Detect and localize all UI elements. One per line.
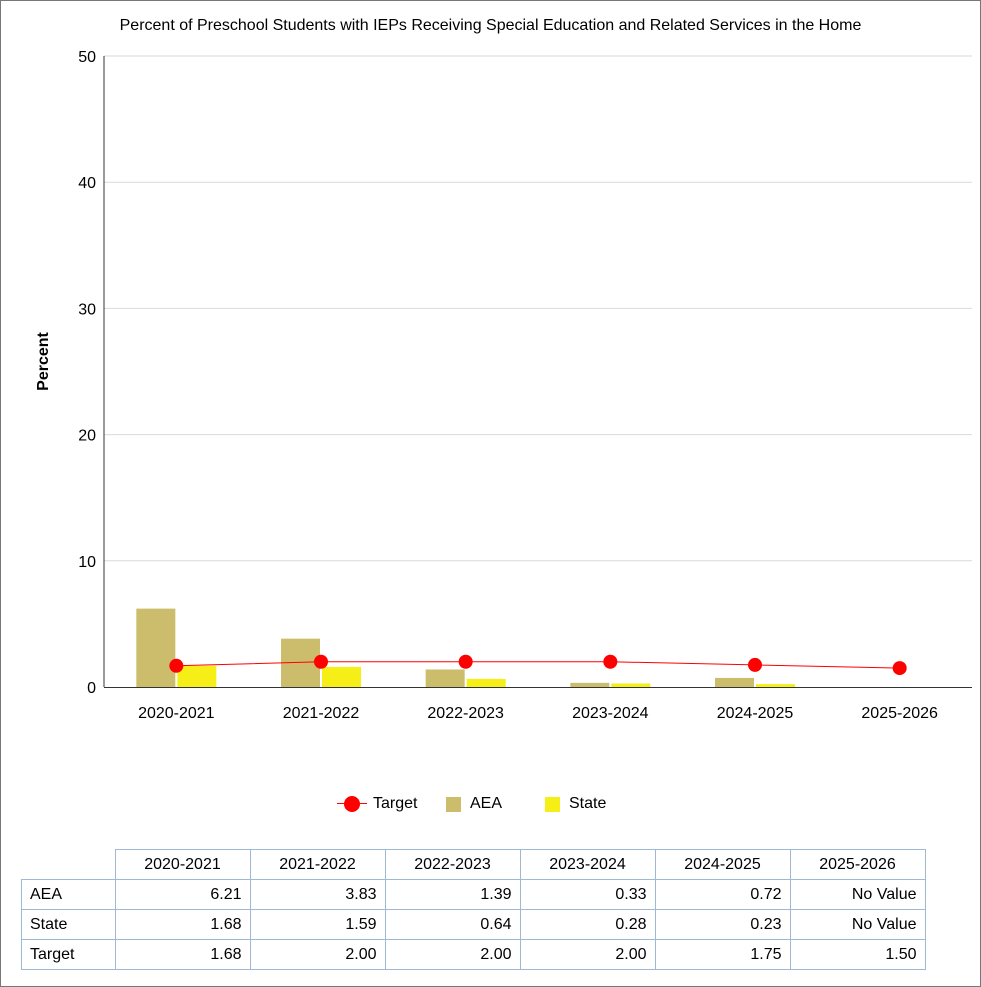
bar-aea bbox=[715, 677, 754, 687]
legend-item-aea: AEA bbox=[446, 793, 502, 815]
x-tick-label: 2023-2024 bbox=[572, 705, 649, 722]
table-cell: 2.00 bbox=[384, 939, 521, 970]
table-cell: 0.64 bbox=[384, 909, 521, 940]
x-tick-label: 2020-2021 bbox=[138, 705, 215, 722]
table-cell: 0.72 bbox=[654, 879, 791, 910]
bar-state bbox=[177, 665, 217, 687]
bar-aea bbox=[136, 608, 176, 687]
y-tick-label: 10 bbox=[78, 554, 96, 571]
table-row-target: Target 1.68 2.00 2.00 2.00 1.75 1.50 bbox=[21, 939, 926, 970]
table-cell: 1.39 bbox=[384, 879, 521, 910]
legend-aea-swatch-icon bbox=[446, 796, 461, 812]
chart-plot: 0 10 20 30 40 50 Percent 2020-2021 2021-2022 2022… bbox=[35, 49, 972, 722]
table-cell: 1.50 bbox=[789, 939, 926, 970]
target-point bbox=[603, 654, 618, 669]
target-point bbox=[314, 654, 328, 669]
table-cell: 2.00 bbox=[519, 939, 656, 970]
bar-state bbox=[611, 683, 651, 687]
bar-aea bbox=[570, 682, 610, 687]
table-cell: 0.33 bbox=[519, 879, 656, 910]
table-header-cell: 2025-2026 bbox=[789, 849, 926, 880]
target-line bbox=[176, 661, 900, 669]
chart-legend: Target AEA State bbox=[0, 793, 981, 815]
table-cell: 1.68 bbox=[114, 939, 251, 970]
table-cell: 1.68 bbox=[114, 909, 251, 940]
table-row-label: AEA bbox=[21, 879, 116, 910]
chart-title: Percent of Preschool Students with IEPs … bbox=[119, 17, 862, 34]
table-cell: No Value bbox=[789, 879, 926, 910]
x-tick-label: 2022-2023 bbox=[427, 705, 504, 722]
x-tick-label: 2025-2026 bbox=[861, 705, 938, 722]
bar-state bbox=[466, 678, 506, 687]
data-table: 2020-2021 2021-2022 2022-2023 2023-2024 … bbox=[21, 849, 926, 970]
table-cell: 1.59 bbox=[249, 909, 386, 940]
table-cell: 1.75 bbox=[654, 939, 791, 970]
legend-label-target: Target bbox=[373, 795, 418, 812]
table-row-aea: AEA 6.21 3.83 1.39 0.33 0.72 No Value bbox=[21, 879, 926, 910]
table-cell: 0.28 bbox=[519, 909, 656, 940]
x-tick-label: 2021-2022 bbox=[283, 705, 360, 722]
y-tick-label: 0 bbox=[87, 680, 96, 697]
table-header-cell: 2020-2021 bbox=[114, 849, 251, 880]
table-corner-cell bbox=[21, 849, 116, 880]
table-cell: 2.00 bbox=[249, 939, 386, 970]
table-cell: 0.23 bbox=[654, 909, 791, 940]
table-header-cell: 2024-2025 bbox=[654, 849, 791, 880]
legend-target-line-icon bbox=[337, 793, 367, 815]
table-cell: 3.83 bbox=[249, 879, 386, 910]
table-cell: No Value bbox=[789, 909, 926, 940]
bar-aea bbox=[425, 669, 465, 687]
table-header-cell: 2023-2024 bbox=[519, 849, 656, 880]
y-tick-label: 40 bbox=[78, 175, 96, 192]
target-point bbox=[458, 654, 473, 669]
table-header-row: 2020-2021 2021-2022 2022-2023 2023-2024 … bbox=[21, 849, 926, 880]
legend-item-state: State bbox=[545, 793, 606, 815]
table-cell: 6.21 bbox=[114, 879, 251, 910]
x-tick-label: 2024-2025 bbox=[717, 705, 794, 722]
y-tick-label: 20 bbox=[78, 428, 96, 445]
y-tick-label: 30 bbox=[78, 301, 96, 318]
y-axis-title: Percent bbox=[35, 331, 52, 390]
target-point bbox=[892, 661, 907, 676]
legend-label-aea: AEA bbox=[470, 795, 503, 812]
legend-state-swatch-icon bbox=[545, 796, 560, 812]
target-point bbox=[169, 658, 184, 673]
legend-item-target: Target bbox=[337, 793, 417, 815]
table-row-state: State 1.68 1.59 0.64 0.28 0.23 No Value bbox=[21, 909, 926, 940]
table-row-label: State bbox=[21, 909, 116, 940]
table-header-cell: 2021-2022 bbox=[249, 849, 386, 880]
bar-state bbox=[322, 666, 361, 687]
table-row-label: Target bbox=[21, 939, 116, 970]
table-header-cell: 2022-2023 bbox=[384, 849, 521, 880]
y-tick-label: 50 bbox=[78, 49, 96, 66]
bar-state bbox=[756, 684, 795, 687]
legend-label-state: State bbox=[569, 795, 607, 812]
target-point bbox=[748, 657, 762, 672]
